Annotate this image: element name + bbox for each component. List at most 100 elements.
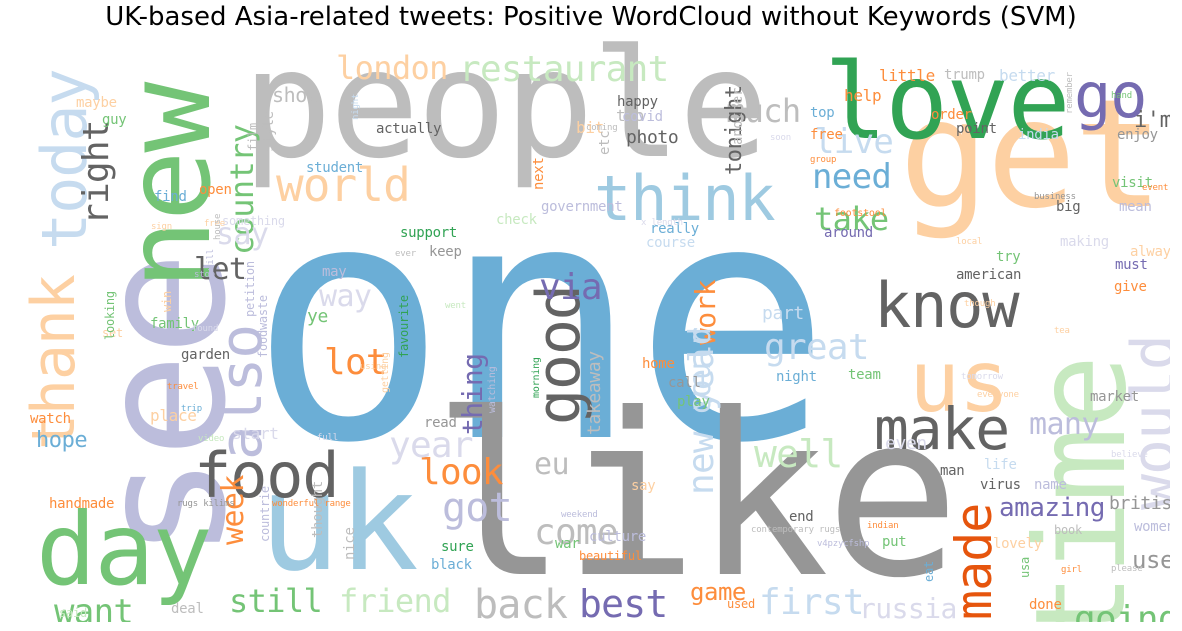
word: start — [232, 424, 279, 443]
word: photo — [626, 127, 679, 148]
word: hope — [36, 428, 88, 453]
word: virus — [980, 477, 1021, 493]
word: next — [531, 157, 547, 190]
word: need — [812, 157, 892, 197]
word: book — [1054, 523, 1082, 537]
word: full — [317, 433, 338, 443]
word: great — [764, 327, 869, 368]
word: house — [213, 213, 223, 240]
word: check — [496, 212, 537, 228]
word: maybe — [76, 95, 117, 111]
word: getting — [380, 352, 391, 393]
word: much — [726, 92, 801, 130]
word: etc — [597, 130, 613, 155]
word: takeaway — [584, 351, 605, 435]
word: foodwaste — [256, 295, 270, 358]
word: happy — [617, 94, 658, 110]
word: watch — [30, 411, 71, 427]
word: play — [677, 394, 710, 410]
word: us — [909, 333, 1010, 432]
word: part — [762, 303, 804, 324]
word: alway — [1130, 244, 1170, 260]
word: eu — [534, 447, 570, 482]
word: end — [789, 509, 814, 525]
word: free — [204, 219, 225, 229]
word: will — [206, 249, 216, 270]
word: got — [442, 485, 513, 531]
word: little — [879, 66, 935, 85]
word: back — [474, 582, 568, 622]
word: bit — [576, 118, 604, 137]
word: done — [1029, 597, 1062, 613]
word: used — [727, 597, 755, 611]
word: put — [882, 534, 907, 550]
word: thought — [310, 480, 326, 538]
word: find — [154, 189, 187, 205]
word: stop — [194, 270, 215, 280]
word: man — [940, 463, 965, 479]
word: thing — [456, 353, 489, 436]
word: coming — [586, 123, 618, 133]
word: world — [276, 158, 411, 212]
chart-title: UK-based Asia-related tweets: Positive W… — [105, 2, 1077, 32]
word: culture — [589, 529, 647, 545]
word: india — [1018, 127, 1059, 143]
word-cloud: one like people see get new time uk love day today… — [14, 40, 1170, 622]
word: people — [242, 40, 769, 192]
word: friend — [339, 582, 451, 620]
word: well — [754, 432, 843, 476]
word: ever — [395, 249, 416, 259]
word: think — [594, 162, 776, 235]
word: help — [844, 86, 882, 105]
word: night — [776, 369, 817, 385]
word: read — [424, 415, 457, 431]
word: love — [824, 41, 1071, 163]
word: american — [956, 267, 1022, 283]
word: day — [36, 491, 213, 608]
word: guy — [102, 112, 127, 128]
word: team — [848, 367, 881, 383]
word: let — [194, 252, 247, 287]
word: right — [76, 120, 117, 225]
word: one — [249, 131, 832, 515]
word: watching — [487, 366, 498, 413]
word: nice — [342, 527, 358, 560]
word: please — [1111, 564, 1143, 574]
word: open — [199, 182, 232, 198]
word: actually — [376, 121, 442, 137]
word: give — [1114, 279, 1147, 295]
word: week — [216, 475, 251, 545]
word: get — [899, 68, 1164, 242]
word: live — [814, 122, 894, 162]
word: restaurant — [459, 49, 669, 90]
word: place — [150, 406, 197, 425]
word: favourite — [397, 295, 411, 358]
word: make — [874, 395, 1010, 463]
word: countrie — [258, 486, 272, 542]
word: course — [646, 235, 695, 251]
word: something — [222, 214, 285, 228]
word: handmade — [49, 496, 115, 512]
word: use — [1132, 546, 1170, 574]
word: said — [59, 606, 87, 620]
word: would — [1119, 335, 1170, 510]
word: big — [1056, 199, 1081, 215]
word: deal — [171, 601, 204, 617]
word: come — [534, 512, 619, 553]
word: style — [261, 111, 277, 152]
word: everyone — [977, 390, 1019, 400]
word: market — [1090, 389, 1139, 405]
word: mean — [1119, 199, 1152, 215]
word: via — [539, 267, 603, 308]
word: going — [1074, 599, 1170, 623]
word: indian — [867, 521, 899, 531]
word: way — [319, 279, 372, 314]
word: visit — [1112, 175, 1153, 191]
word: eat — [922, 561, 936, 582]
word: home — [642, 356, 675, 372]
word: even — [885, 433, 927, 454]
word: lovely — [993, 536, 1042, 552]
word: order — [931, 107, 972, 123]
word: another — [730, 87, 746, 145]
word: believe — [1111, 450, 1148, 460]
